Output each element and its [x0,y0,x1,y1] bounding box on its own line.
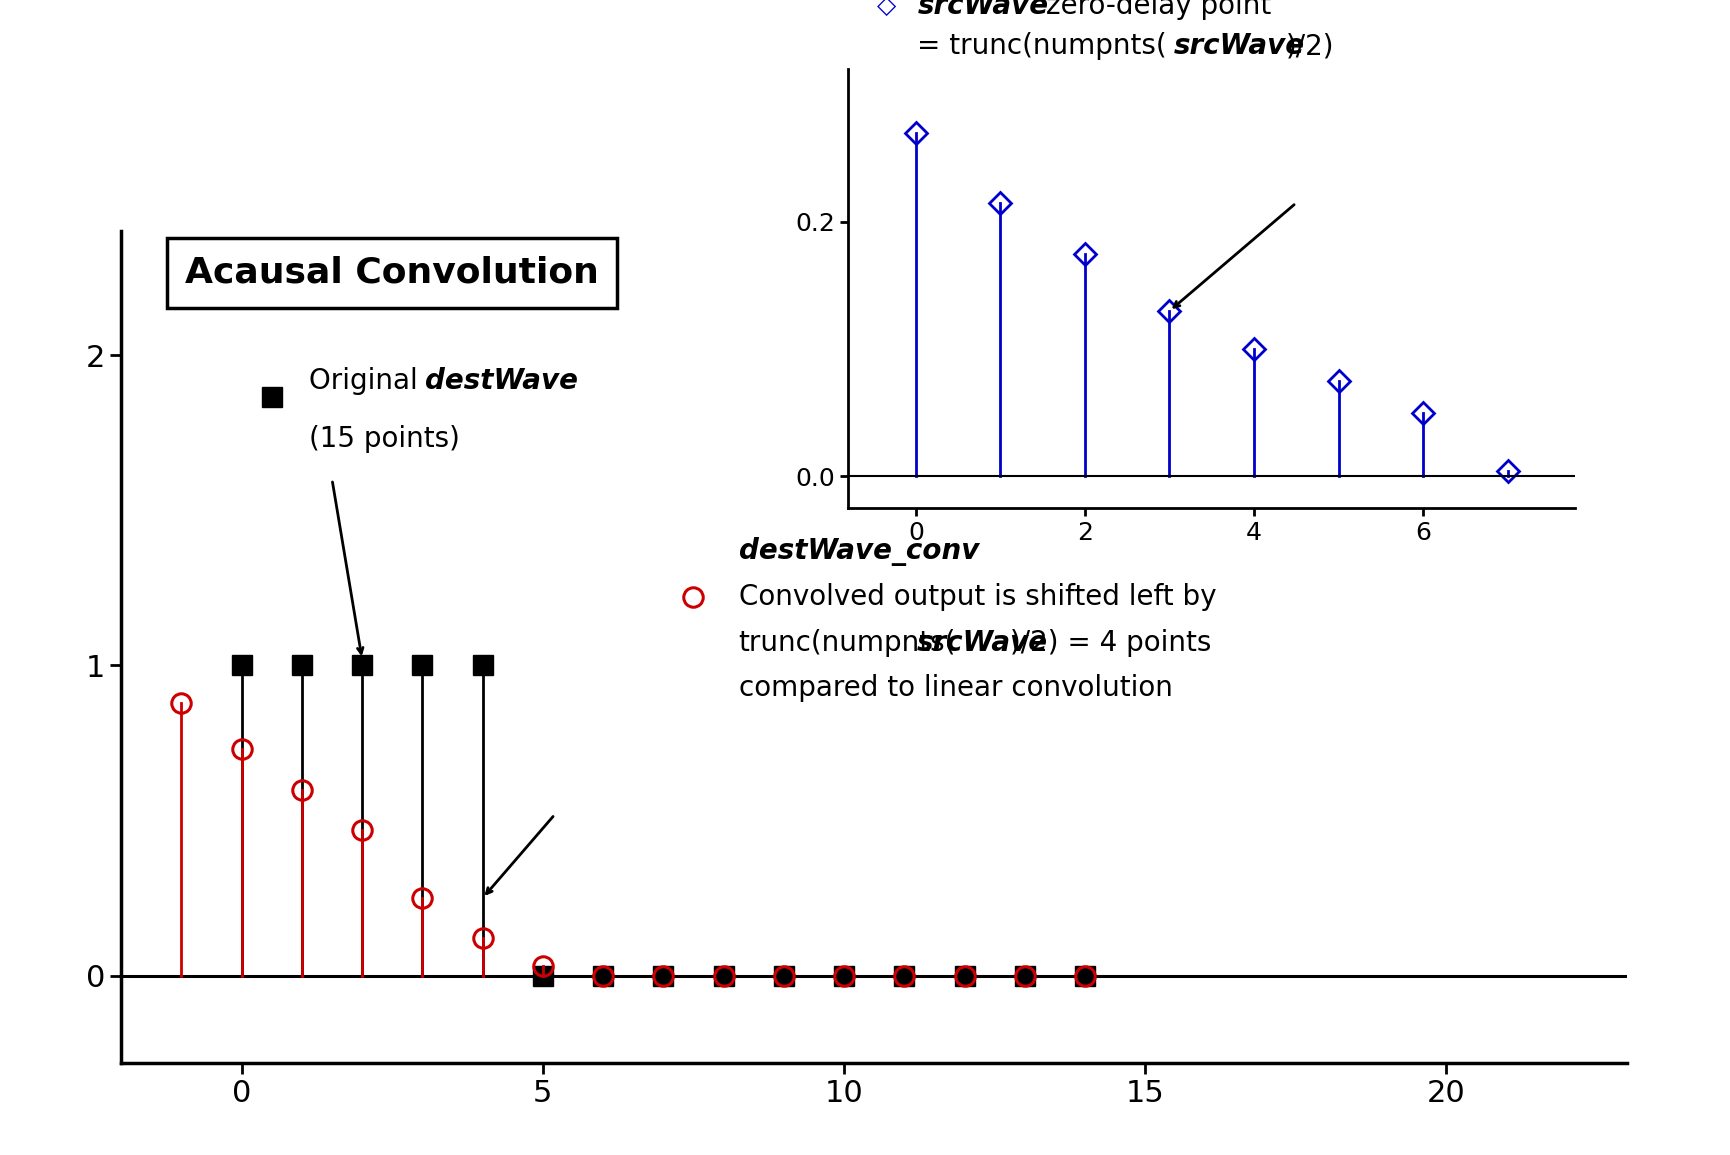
Text: srcWave: srcWave [917,0,1048,20]
Text: (15 points): (15 points) [310,425,460,453]
Text: Acausal Convolution: Acausal Convolution [185,256,599,290]
Text: trunc(numpnts(: trunc(numpnts( [739,628,955,657]
Text: = trunc(numpnts(: = trunc(numpnts( [917,32,1166,60]
Text: ◇: ◇ [875,0,896,17]
Text: Convolved output is shifted left by: Convolved output is shifted left by [739,583,1216,611]
Text: )/2) = 4 points: )/2) = 4 points [1009,628,1211,657]
Text: destWave_conv: destWave_conv [739,537,979,566]
Text: )/2): )/2) [1285,32,1334,60]
Text: zero-delay point: zero-delay point [1036,0,1270,20]
Text: compared to linear convolution: compared to linear convolution [739,675,1171,702]
Text: destWave: destWave [426,366,578,395]
Text: Original: Original [310,366,427,395]
Text: srcWave: srcWave [915,628,1047,657]
Text: srcWave: srcWave [1173,32,1304,60]
